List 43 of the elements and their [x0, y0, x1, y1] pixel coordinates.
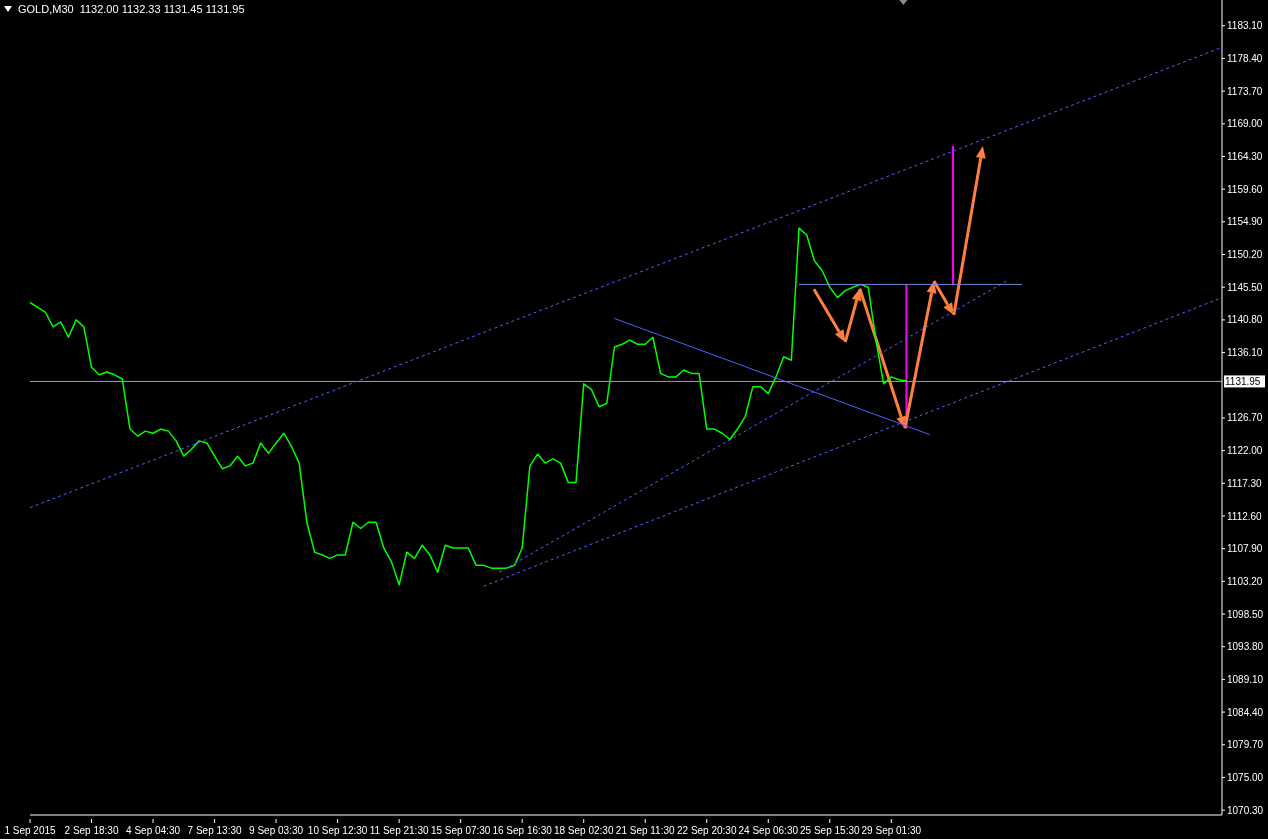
y-tick-label: 1169.00	[1227, 118, 1263, 130]
y-tick-label: 1070.30	[1227, 804, 1264, 816]
y-tick-label: 1173.70	[1227, 85, 1263, 97]
x-tick-label: 4 Sep 04:30	[126, 825, 181, 836]
x-tick-label: 10 Sep 12:30	[307, 825, 368, 836]
y-tick-label: 1164.30	[1227, 151, 1263, 163]
chart-title: GOLD,M30	[18, 3, 74, 15]
y-tick-label: 1159.60	[1227, 183, 1263, 195]
x-tick-label: 16 Sep 16:30	[492, 825, 553, 836]
y-tick-label: 1150.20	[1227, 249, 1263, 261]
chart-subtitle: 1132.00 1132.33 1131.45 1131.95	[79, 3, 245, 15]
y-tick-label: 1084.40	[1227, 706, 1264, 718]
y-tick-label: 1098.50	[1227, 608, 1264, 620]
y-tick-label: 1089.10	[1227, 673, 1264, 685]
x-tick-label: 29 Sep 01:30	[861, 825, 922, 836]
x-tick-label: 1 Sep 2015	[4, 825, 57, 836]
y-tick-label: 1103.20	[1227, 575, 1263, 587]
x-tick-label: 11 Sep 21:30	[369, 825, 429, 836]
y-tick-label: 1154.90	[1227, 216, 1263, 228]
x-tick-label: 22 Sep 20:30	[677, 825, 737, 836]
y-tick-label: 1107.90	[1227, 543, 1263, 555]
y-tick-label: 1079.70	[1227, 739, 1264, 751]
x-tick-label: 21 Sep 11:30	[615, 825, 676, 836]
x-tick-label: 9 Sep 03:30	[249, 825, 304, 836]
x-tick-label: 7 Sep 13:30	[187, 825, 242, 836]
y-tick-label: 1093.80	[1227, 641, 1264, 653]
x-tick-label: 15 Sep 07:30	[430, 825, 491, 836]
y-tick-label: 1136.10	[1227, 347, 1263, 359]
x-tick-label: 24 Sep 06:30	[738, 825, 799, 836]
y-tick-label: 1122.00	[1227, 445, 1263, 457]
y-tick-label: 1145.50	[1227, 281, 1263, 293]
x-tick-label: 2 Sep 18:30	[64, 825, 119, 836]
y-tick-label: 1178.40	[1227, 52, 1263, 64]
x-tick-label: 18 Sep 02:30	[553, 825, 614, 836]
y-tick-label: 1140.80	[1227, 314, 1263, 326]
ref-line-label: 1131.95	[1225, 376, 1261, 388]
y-tick-label: 1075.00	[1227, 772, 1264, 783]
y-tick-label: 1117.30	[1227, 477, 1263, 489]
y-tick-label: 1112.60	[1227, 510, 1263, 522]
y-tick-label: 1126.70	[1227, 412, 1263, 424]
y-tick-label: 1183.10	[1227, 20, 1263, 32]
line-series	[29, 227, 908, 586]
x-tick-label: 25 Sep 15:30	[800, 825, 860, 836]
